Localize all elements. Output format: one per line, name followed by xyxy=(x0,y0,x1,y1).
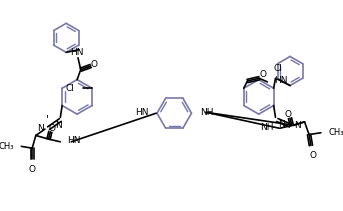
Text: ': ' xyxy=(46,114,49,124)
Text: HN: HN xyxy=(274,76,287,85)
Text: N: N xyxy=(295,121,301,130)
Text: O: O xyxy=(29,165,36,173)
Text: O: O xyxy=(309,151,316,160)
Text: CH₃: CH₃ xyxy=(0,142,14,151)
Text: Cl: Cl xyxy=(274,64,283,73)
Text: Cl: Cl xyxy=(66,84,75,93)
Text: N: N xyxy=(278,120,285,129)
Text: O: O xyxy=(91,60,98,69)
Text: CH₃: CH₃ xyxy=(328,128,343,137)
Text: N: N xyxy=(37,124,44,133)
Text: NH: NH xyxy=(200,108,213,117)
Text: O: O xyxy=(259,70,267,79)
Text: HN: HN xyxy=(70,48,84,57)
Text: O: O xyxy=(285,110,292,119)
Text: HN: HN xyxy=(135,108,149,117)
Text: NH: NH xyxy=(260,123,274,132)
Text: O: O xyxy=(49,124,56,133)
Text: N: N xyxy=(55,121,62,130)
Text: HN: HN xyxy=(67,137,80,145)
